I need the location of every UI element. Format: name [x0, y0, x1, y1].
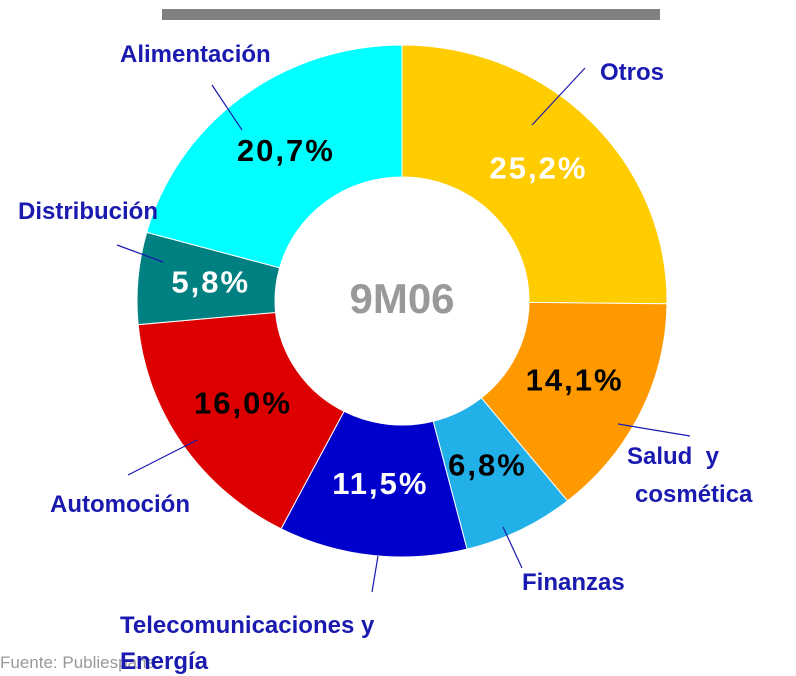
value-label: 20,7%	[237, 133, 335, 168]
leader-line	[116, 244, 164, 263]
category-label: Otros	[600, 59, 664, 86]
slice	[137, 311, 345, 530]
category-label: Salud y cosmética	[627, 443, 753, 508]
category-label: Alimentación	[120, 41, 271, 68]
leader-line	[371, 555, 379, 593]
leader-line	[211, 84, 243, 131]
value-label: 25,2%	[490, 150, 588, 185]
slice	[280, 410, 468, 558]
slice	[480, 301, 668, 502]
center-label: 9M06	[349, 275, 454, 322]
value-label: 5,8%	[171, 265, 250, 300]
category-label: Distribución	[18, 198, 158, 225]
slices	[136, 44, 668, 558]
leader-line	[127, 439, 198, 476]
value-label: 14,1%	[526, 363, 624, 398]
source: Fuente: Publiespaña	[0, 653, 156, 672]
value-label: 11,5%	[332, 466, 428, 501]
category-label: Telecomunicaciones y Energía	[120, 612, 375, 675]
category-label: Automoción	[50, 491, 190, 518]
category-label: Finanzas	[522, 569, 625, 596]
slice	[146, 44, 403, 269]
leader-line	[531, 67, 586, 126]
leader-line	[617, 423, 691, 437]
slice	[401, 44, 668, 305]
value-label: 6,8%	[448, 448, 527, 483]
top-bar	[162, 9, 660, 20]
leader-line	[502, 526, 523, 569]
value-label: 16,0%	[194, 385, 292, 420]
